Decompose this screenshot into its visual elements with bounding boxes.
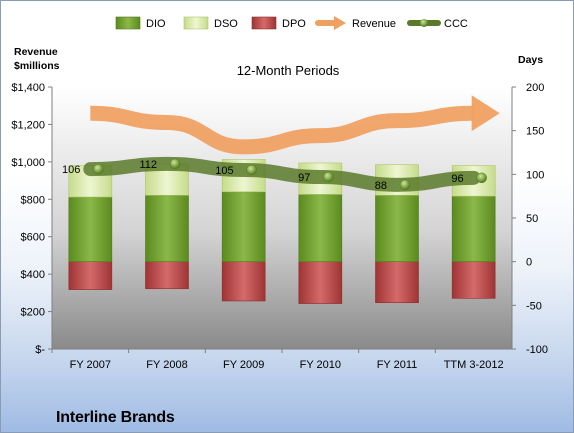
right-tick-label: 200 [526,82,544,94]
ccc-point [246,164,257,176]
left-tick-label: $400 [21,269,45,281]
left-tick-label: $600 [21,232,45,244]
legend-label-dpo: DPO [282,18,306,30]
right-tick-label: 100 [526,169,544,181]
right-tick-label: -50 [526,300,542,312]
bar-dio [68,196,113,262]
bar-dio [298,194,343,262]
ccc-data-label: 105 [215,165,233,177]
ccc-data-label: 88 [375,180,387,192]
revenue-arrowhead [471,95,500,132]
right-tick-label: -100 [526,344,548,356]
legend-swatch-dio [115,16,141,30]
legend-label-dio: DIO [146,18,166,30]
left-axis-title-line2: $millions [14,60,60,72]
right-tick-label: 150 [526,126,544,138]
plot-area [52,87,512,349]
ccc-layer: 106 112 105 97 88 96 [62,156,487,192]
bar-dpo [145,261,189,290]
bar-dpo [68,261,113,290]
revenue-layer [90,95,500,155]
legend-swatch-revenue [315,16,346,30]
ccc-point [476,172,487,184]
x-tick-label: FY 2010 [300,359,341,371]
legend-label-ccc: CCC [444,18,468,30]
right-axis-title: Days [518,54,543,66]
ccc-point [399,179,411,191]
left-tick-label: $1,200 [11,119,45,131]
bar-dio [145,194,189,262]
left-tick-label: $- [35,344,45,356]
x-tick-label: FY 2009 [223,359,264,371]
bar-dpo [221,261,266,302]
right-axis-ticks: -100 -50 0 50 100 150 200 [512,82,548,356]
left-tick-label: $200 [21,307,45,319]
legend-swatch-ccc [407,19,441,27]
legend-swatch-dso [183,16,209,30]
x-tick-label: TTM 3-2012 [444,359,504,371]
ccc-data-label: 112 [139,159,157,171]
bar-dpo [451,261,496,299]
legend-label-dso: DSO [214,18,238,30]
x-tick-label: FY 2011 [377,359,418,371]
ccc-point [93,163,104,175]
bar-dio [221,191,266,262]
ccc-data-label: 96 [451,173,463,185]
ccc-point [169,158,181,170]
bar-dio [375,194,419,262]
legend: DIO DSO DPO Revenue CCC [115,16,468,30]
bar-dpo [375,261,419,304]
chart-title: 12-Month Periods [237,63,340,78]
legend-swatch-dpo [251,16,277,30]
legend-label-revenue: Revenue [352,18,396,30]
right-tick-label: 50 [526,213,538,225]
bar-dpo [298,261,343,304]
ccc-data-label: 97 [298,172,310,184]
ccc-point [323,171,334,183]
bar-dio [451,195,496,262]
left-tick-label: $800 [21,194,45,206]
category-labels: FY 2007 FY 2008 FY 2009 FY 2010 FY 2011 TTM 3… [51,349,504,371]
left-tick-label: $1,400 [11,82,45,94]
left-axis-title-line1: Revenue [14,46,58,58]
ccc-data-label: 106 [62,164,80,176]
x-tick-label: FY 2008 [146,359,187,371]
left-tick-label: $1,000 [11,157,45,169]
right-tick-label: 0 [526,257,532,269]
revenue-line [90,105,474,155]
left-axis-ticks: $- $200 $400 $600 $800 $1,000 $1,200 $1,400 [11,82,52,356]
company-name: Interline Brands [56,409,175,426]
x-tick-label: FY 2007 [70,359,111,371]
